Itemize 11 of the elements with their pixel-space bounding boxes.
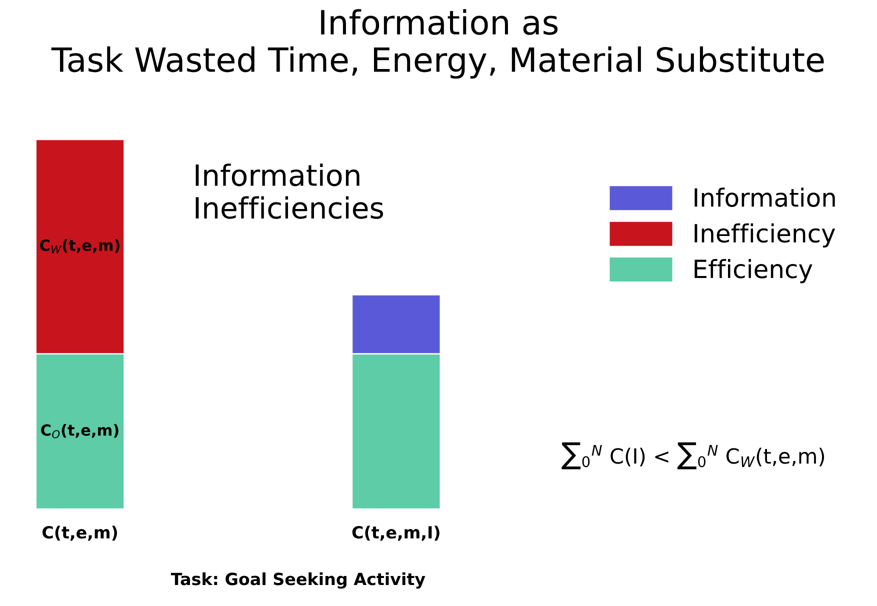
legend-label: Information [694,188,835,207]
x-axis-title: Task: Goal Seeking Activity [170,572,426,589]
chart-title: Information as Task Wasted Time, Energy, Material Substitute [51,9,824,79]
annotation: Information Inefficiencies [196,164,384,219]
annotation: C$_{W}$(t,e,m) [40,239,120,254]
annotation: C$_{O}$(t,e,m) [41,424,118,438]
legend-label: Inefficiency [694,223,836,248]
text: ∑$_{0}$$^{N}$ C(I) < ∑$_{0}$$^{N}$ C$_{W}$(t,e,m) [562,442,824,470]
legend-label: Efficiency [694,259,812,284]
x-tick-label: C(t,e,m,I) [352,526,440,541]
x-tick-label: C(t,e,m) [42,526,118,541]
